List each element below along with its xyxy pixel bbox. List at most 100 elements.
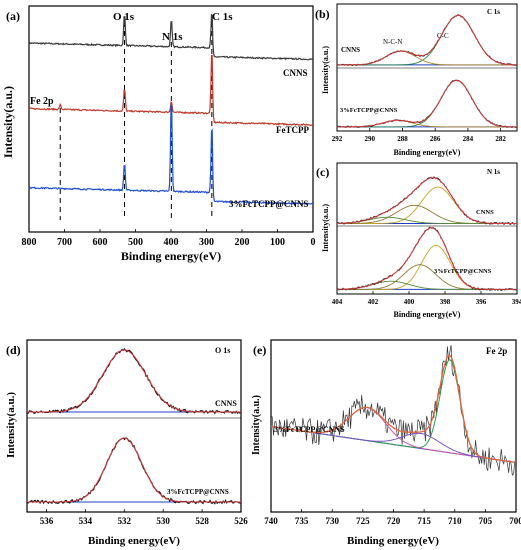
x-tick-label: 710 [448,516,462,526]
peak-label-c1s: C 1s [212,11,233,23]
panel-d: (d) 536 534 532 530 528 526 O 1s CNNS 3%FcTCP… [5,339,248,547]
panel-e-label: (e) [253,343,266,357]
panel-a-series [28,13,314,206]
x-tick-label: 700 [509,516,521,526]
panel-d-ylabel: Intensity(a.u.) [5,392,17,458]
panel-a-xlabel: Binding energy(eV) [121,249,221,263]
fit-component-0-0 [27,349,241,413]
x-tick-label: 0 [311,237,316,248]
x-tick-label: 725 [356,516,370,526]
x-tick-label: 600 [93,237,108,248]
x-tick-label: 528 [195,516,209,526]
panel-c-ylabel: Intensity(a.u.) [321,204,330,252]
raw-data-1 [336,79,518,129]
x-tick-label: 282 [495,135,506,143]
panel-b-series-label-fctcpp: 3%FcTCPP@CNNS [340,107,398,114]
x-tick-label: 290 [364,135,375,143]
series-label-fetcpp: FeTCPP [276,125,309,135]
x-tick-label: 286 [430,135,441,143]
x-tick-label: 735 [295,516,309,526]
x-tick-label: 500 [128,237,143,248]
panel-c-series [336,176,518,292]
peak-label-o1s: O 1s [113,11,135,23]
x-tick-label: 740 [264,516,278,526]
panel-d-label: (d) [6,343,21,357]
panel-c-series-label-fctcpp: 3%FcTCPP@CNNS [434,268,492,275]
panel-c-series-label-cnns: CNNS [476,209,494,216]
panel-b-xticks: 292 290 288 286 284 282 [332,128,506,143]
fit-envelope-0 [337,14,517,66]
x-tick-label: 292 [332,135,343,143]
panel-a-xticks: 800 700 600 500 400 300 200 100 0 [22,229,316,248]
panel-e-xticks: 740 735 730 725 720 715 710 705 700 [264,509,521,526]
fit-component-1 [270,406,515,463]
series-label-cnns: CNNS [283,68,308,78]
panel-d-title: O 1s [215,346,230,355]
panel-b: (b) 292 290 288 286 284 282 C 1s N-C-N C-C CN… [315,3,518,157]
raw-data-0 [337,176,518,226]
peak-label-fe2p: Fe 2p [30,96,54,107]
panel-a: (a) 800 700 600 500 400 300 200 100 0 Fe 2p O 1s… [1,5,316,263]
panel-c-label: (c) [316,165,329,179]
x-tick-label: 398 [440,298,451,306]
panel-d-frame [26,339,242,513]
fit-envelope-1 [337,79,517,128]
x-tick-label: 526 [234,516,248,526]
x-tick-label: 288 [397,135,408,143]
fit-component-1-0 [337,79,517,128]
panel-a-peak-markers [59,22,213,220]
x-tick-label: 284 [463,135,474,143]
panel-b-ylabel: Intensity(a.u.) [321,46,330,94]
annotation-ncn: N-C-N [383,38,402,46]
panel-d-xticks: 536 534 532 530 528 526 [40,509,248,526]
x-tick-label: 705 [479,516,493,526]
panel-b-series [336,14,518,129]
raw-data-0 [26,347,242,415]
panel-a-ylabel: Intensity(a.u.) [1,86,15,158]
series-line-1 [28,54,313,127]
x-tick-label: 404 [332,298,343,306]
panel-c-frame [336,162,518,295]
panel-e-ylabel: Intensity(a.u.) [251,395,262,455]
x-tick-label: 720 [387,516,401,526]
panel-e-xlabel: Binding energy(eV) [347,535,439,547]
x-tick-label: 394 [512,298,521,306]
x-tick-label: 400 [164,237,179,248]
x-tick-label: 534 [79,516,93,526]
series-label-fctcpp-cnns: 3%FcTCPP@CNNS [229,199,308,209]
fit-envelope-1 [336,227,517,290]
panel-b-label: (b) [315,7,330,21]
x-tick-label: 402 [368,298,379,306]
x-tick-label: 200 [235,237,250,248]
panel-d-series-label-fctcpp: 3%FcTCPP@CNNS [167,488,229,496]
panel-e-series-label: 3%FcTCPP@CNNS [274,425,345,434]
panel-e-title: Fe 2p [486,346,507,356]
panel-e-series [270,345,516,476]
panel-e: (e) 740 735 730 725 720 715 710 705 700 Fe 2p 3%… [251,339,521,547]
annotation-cc: C-C [437,32,449,40]
panel-d-series [26,347,242,505]
raw-data [270,345,516,476]
x-tick-label: 532 [118,516,132,526]
x-tick-label: 715 [417,516,431,526]
x-tick-label: 396 [476,298,487,306]
panel-b-series-label-cnns: CNNS [341,46,360,54]
x-tick-label: 800 [22,237,37,248]
x-tick-label: 400 [404,298,415,306]
raw-data-1 [26,437,242,505]
series-line-0 [28,13,314,61]
fit-component-1-2 [336,280,517,290]
fit-envelope [270,354,515,463]
fit-envelope-0 [336,177,517,224]
fit-component-0 [270,359,515,463]
panel-a-label: (a) [6,9,20,23]
panel-c-xlabel: Binding energy(eV) [394,310,461,319]
x-tick-label: 730 [326,516,340,526]
panel-b-frame [336,3,518,132]
x-tick-label: 530 [156,516,170,526]
panel-c-xticks: 404 402 400 398 396 394 [332,291,521,306]
x-tick-label: 100 [270,237,285,248]
peak-label-n1s: N 1s [162,31,183,43]
fit-envelope-1 [27,437,241,503]
